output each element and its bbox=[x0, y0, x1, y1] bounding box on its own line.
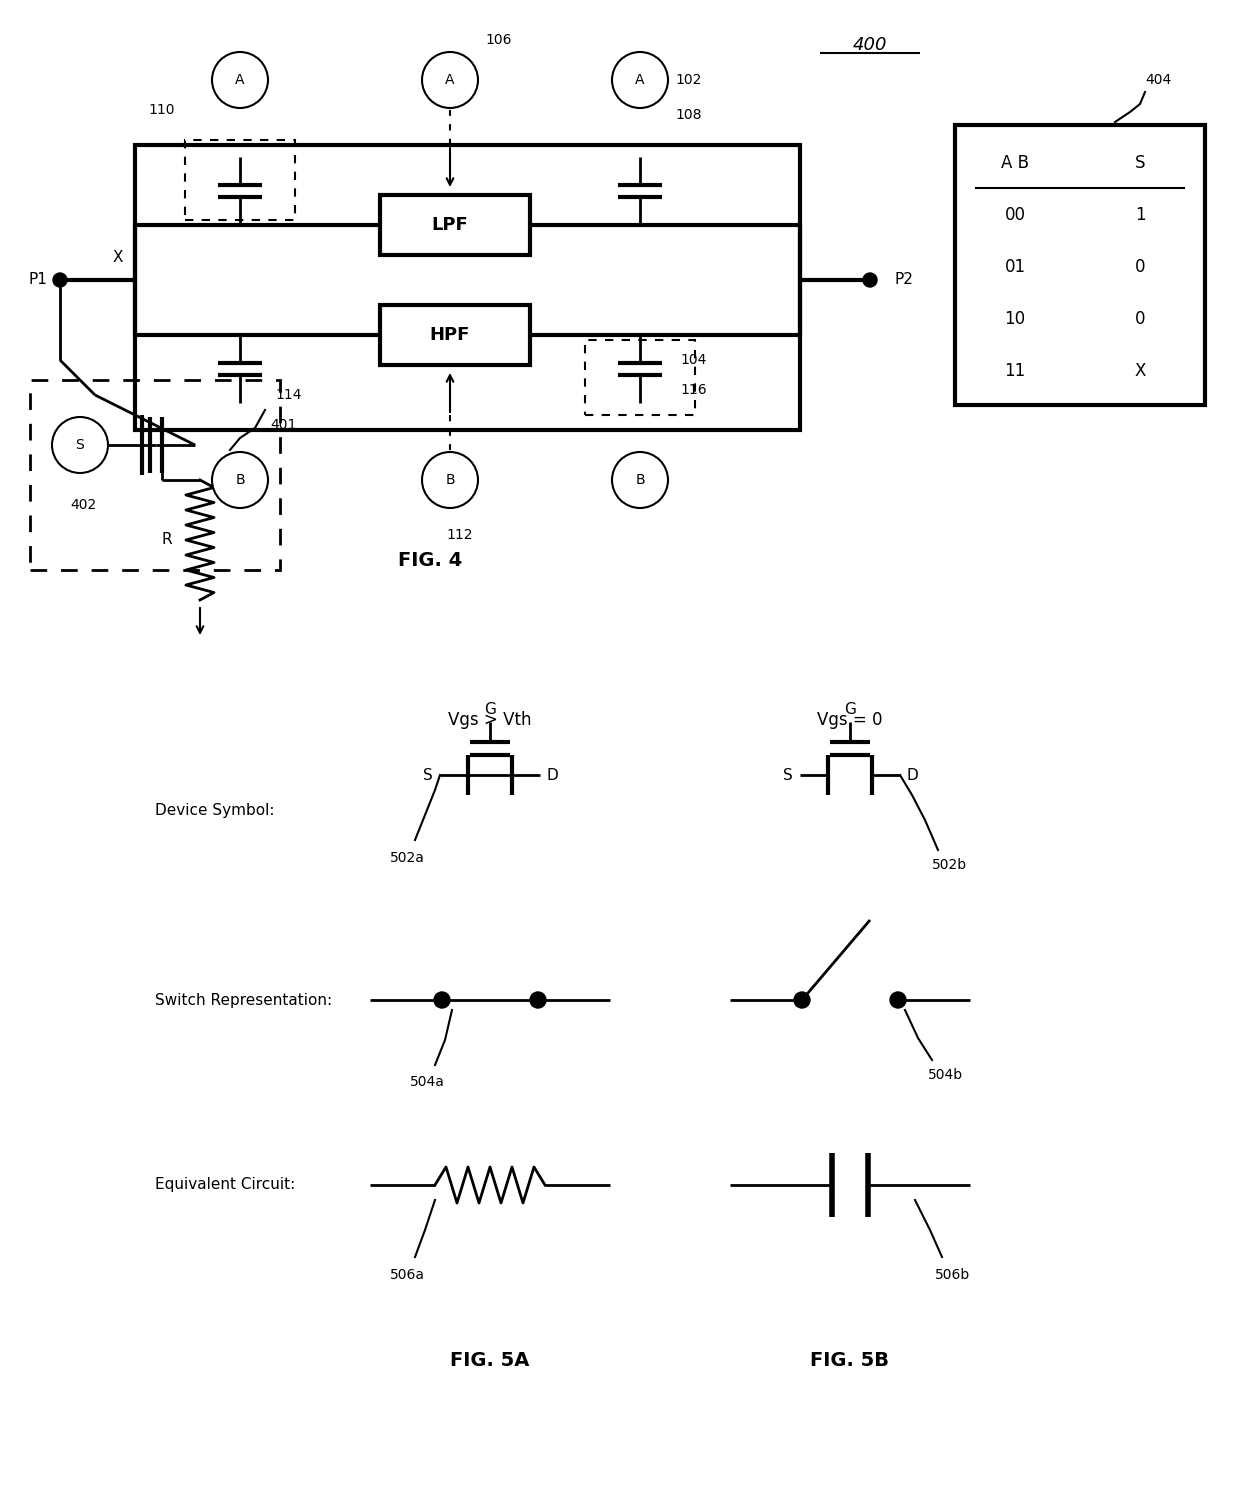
Text: 114: 114 bbox=[275, 388, 301, 401]
Bar bbox=[135, 145, 800, 430]
Text: 00: 00 bbox=[1004, 207, 1025, 223]
Text: Vgs = 0: Vgs = 0 bbox=[817, 711, 883, 729]
Text: 506a: 506a bbox=[391, 1268, 425, 1283]
Text: 1: 1 bbox=[1135, 207, 1146, 223]
Text: D: D bbox=[906, 768, 918, 783]
Text: 108: 108 bbox=[675, 109, 702, 122]
Text: 506b: 506b bbox=[935, 1268, 970, 1283]
Circle shape bbox=[53, 273, 67, 287]
Bar bbox=[379, 195, 529, 255]
Text: 112: 112 bbox=[446, 528, 474, 542]
Text: S: S bbox=[1135, 154, 1146, 172]
Text: LPF: LPF bbox=[432, 216, 469, 234]
Circle shape bbox=[890, 991, 906, 1008]
Text: 106: 106 bbox=[485, 33, 511, 47]
Text: 104: 104 bbox=[680, 353, 707, 367]
Text: X: X bbox=[1135, 362, 1146, 380]
Text: Equivalent Circuit:: Equivalent Circuit: bbox=[155, 1177, 295, 1192]
Circle shape bbox=[422, 453, 477, 509]
Circle shape bbox=[212, 453, 268, 509]
Text: X: X bbox=[113, 250, 123, 266]
Text: A: A bbox=[236, 72, 244, 88]
Text: Device Symbol:: Device Symbol: bbox=[155, 803, 274, 818]
Text: Switch Representation:: Switch Representation: bbox=[155, 993, 332, 1008]
Circle shape bbox=[794, 991, 810, 1008]
Text: 502b: 502b bbox=[932, 859, 967, 872]
Text: 504a: 504a bbox=[410, 1074, 445, 1089]
Circle shape bbox=[529, 991, 546, 1008]
Text: B: B bbox=[635, 472, 645, 487]
Circle shape bbox=[52, 416, 108, 472]
Text: 502a: 502a bbox=[391, 851, 425, 865]
Text: 102: 102 bbox=[675, 72, 702, 88]
Text: 01: 01 bbox=[1004, 258, 1025, 276]
Text: FIG. 5B: FIG. 5B bbox=[811, 1351, 889, 1370]
Circle shape bbox=[613, 51, 668, 109]
Text: 504b: 504b bbox=[928, 1068, 963, 1082]
Text: B: B bbox=[445, 472, 455, 487]
Bar bbox=[185, 140, 295, 220]
Text: 400: 400 bbox=[853, 36, 888, 54]
Text: 0: 0 bbox=[1135, 309, 1146, 327]
Circle shape bbox=[863, 273, 877, 287]
Text: D: D bbox=[546, 768, 558, 783]
Text: R: R bbox=[161, 533, 172, 548]
Text: 10: 10 bbox=[1004, 309, 1025, 327]
Text: FIG. 4: FIG. 4 bbox=[398, 551, 463, 569]
Bar bbox=[585, 340, 694, 415]
Circle shape bbox=[212, 51, 268, 109]
Circle shape bbox=[613, 453, 668, 509]
Circle shape bbox=[422, 51, 477, 109]
Text: A: A bbox=[635, 72, 645, 88]
Bar bbox=[30, 380, 280, 570]
Text: HPF: HPF bbox=[430, 326, 470, 344]
Text: S: S bbox=[423, 768, 433, 783]
Text: P2: P2 bbox=[895, 273, 914, 288]
Text: A B: A B bbox=[1001, 154, 1029, 172]
Text: 11: 11 bbox=[1004, 362, 1025, 380]
Text: Vgs > Vth: Vgs > Vth bbox=[448, 711, 532, 729]
Text: 402: 402 bbox=[69, 498, 97, 512]
Text: G: G bbox=[844, 703, 856, 717]
Text: G: G bbox=[484, 703, 496, 717]
Text: 110: 110 bbox=[149, 103, 175, 118]
Text: 116: 116 bbox=[680, 383, 707, 397]
Text: 401: 401 bbox=[270, 418, 296, 432]
Text: B: B bbox=[236, 472, 244, 487]
Bar bbox=[379, 305, 529, 365]
Text: 404: 404 bbox=[1145, 72, 1172, 88]
Text: FIG. 5A: FIG. 5A bbox=[450, 1351, 529, 1370]
Text: A: A bbox=[445, 72, 455, 88]
Bar bbox=[955, 125, 1205, 404]
Text: S: S bbox=[784, 768, 792, 783]
Text: 0: 0 bbox=[1135, 258, 1146, 276]
Circle shape bbox=[434, 991, 450, 1008]
Text: S: S bbox=[76, 438, 84, 453]
Text: P1: P1 bbox=[29, 273, 47, 288]
